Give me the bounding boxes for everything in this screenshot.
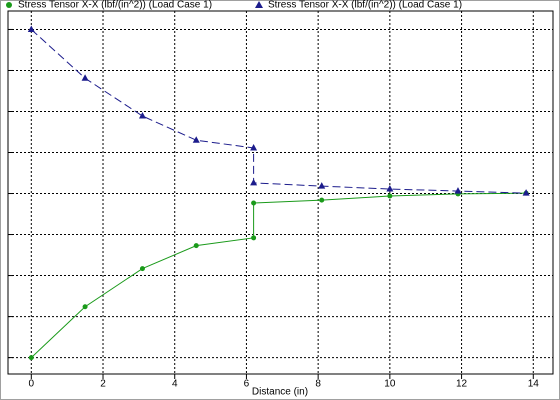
- point: [319, 197, 325, 203]
- legend-marker: [6, 2, 12, 8]
- point: [27, 25, 35, 32]
- x-tick-label: 4: [172, 379, 178, 390]
- point: [82, 304, 88, 310]
- point: [251, 200, 257, 206]
- point: [193, 243, 199, 249]
- x-tick-label: 10: [384, 379, 396, 390]
- point: [387, 193, 393, 199]
- x-tick-label: 6: [244, 379, 250, 390]
- x-tick-label: 2: [100, 379, 106, 390]
- point: [386, 185, 394, 192]
- x-axis-label: Distance (in): [252, 387, 308, 398]
- legend-label: Stress Tensor X-X (lbf/(in^2)) (Load Cas…: [18, 0, 212, 11]
- point: [251, 235, 257, 241]
- legend-label: Stress Tensor X-X (lbf/(in^2)) (Load Cas…: [268, 0, 462, 11]
- series-line: [30, 29, 527, 194]
- point: [138, 112, 146, 119]
- x-tick-label: 0: [29, 379, 35, 390]
- point: [318, 182, 326, 189]
- x-tick-label: 8: [315, 379, 321, 390]
- point: [454, 187, 462, 194]
- x-tick-label: 14: [528, 379, 540, 390]
- x-tick-label: 12: [456, 379, 468, 390]
- point: [192, 136, 200, 143]
- point: [139, 266, 145, 272]
- point: [250, 178, 258, 186]
- point: [28, 355, 34, 361]
- series-line: [30, 192, 527, 358]
- point: [81, 74, 89, 81]
- point: [250, 143, 258, 151]
- plot-area: [7, 10, 554, 375]
- point: [522, 189, 530, 196]
- legend-marker: [255, 1, 263, 8]
